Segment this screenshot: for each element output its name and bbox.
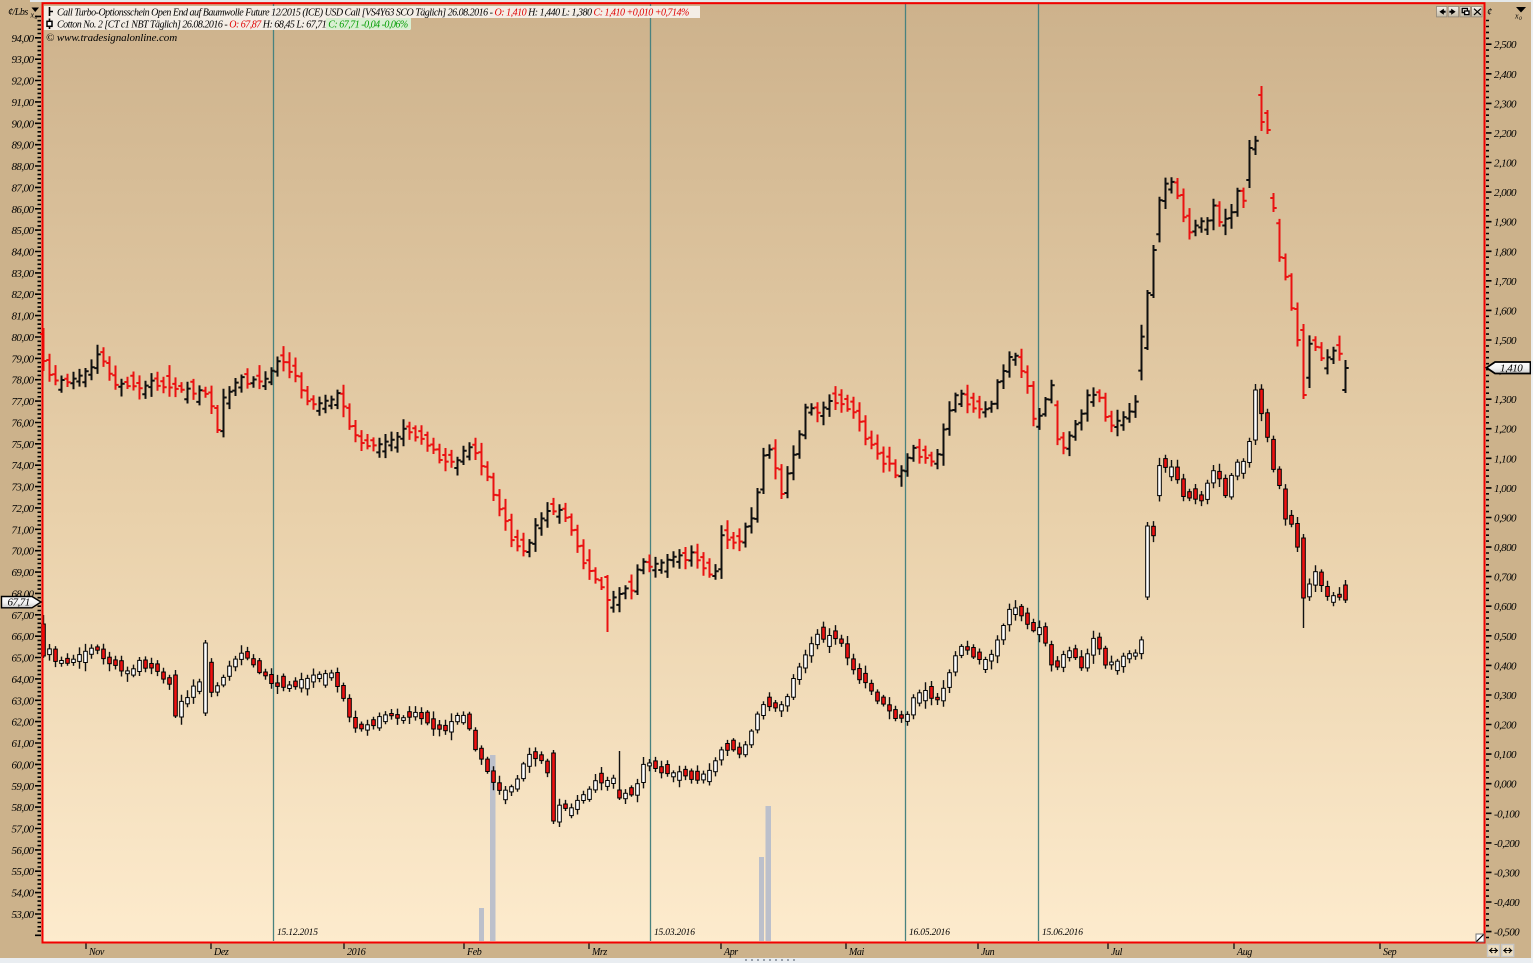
svg-text:15.06.2016: 15.06.2016	[1042, 928, 1083, 938]
svg-text:88,00: 88,00	[11, 161, 34, 173]
svg-text:87,00: 87,00	[11, 182, 34, 194]
svg-text:0,400: 0,400	[1494, 660, 1517, 672]
svg-text:Feb: Feb	[466, 947, 482, 958]
svg-text:60,00: 60,00	[11, 759, 34, 771]
svg-text:0,800: 0,800	[1494, 542, 1517, 554]
svg-text:Cotton No. 2 [CT c1 NBT Tägli: Cotton No. 2 [CT c1 NBT Täglich] 26.08.2…	[57, 20, 408, 31]
svg-text:2,100: 2,100	[1494, 158, 1517, 170]
svg-text:58,00: 58,00	[11, 802, 34, 814]
svg-text:89,00: 89,00	[11, 140, 34, 152]
svg-text:1,410: 1,410	[1500, 363, 1523, 375]
svg-text:81,00: 81,00	[11, 311, 34, 323]
svg-text:2,500: 2,500	[1494, 39, 1517, 51]
svg-text:75,00: 75,00	[11, 439, 34, 451]
svg-text:54,00: 54,00	[11, 888, 34, 900]
svg-text:56,00: 56,00	[11, 845, 34, 857]
svg-text:1,300: 1,300	[1494, 394, 1517, 406]
svg-text:85,00: 85,00	[11, 225, 34, 237]
svg-text:-0,500: -0,500	[1494, 927, 1520, 939]
svg-text:80,00: 80,00	[11, 332, 34, 344]
svg-text:92,00: 92,00	[11, 76, 34, 88]
svg-text:Aug: Aug	[1236, 947, 1252, 958]
svg-text:64,00: 64,00	[11, 674, 34, 686]
svg-text:63,00: 63,00	[11, 695, 34, 707]
svg-text:-0,100: -0,100	[1494, 808, 1520, 820]
svg-text:57,00: 57,00	[11, 824, 34, 836]
svg-text:Mrz: Mrz	[591, 947, 607, 958]
svg-text:0,900: 0,900	[1494, 513, 1517, 525]
svg-text:15.03.2016: 15.03.2016	[654, 928, 695, 938]
svg-text:1,700: 1,700	[1494, 276, 1517, 288]
svg-text:2,400: 2,400	[1494, 69, 1517, 81]
svg-text:0,600: 0,600	[1494, 601, 1517, 613]
svg-text:69,00: 69,00	[11, 567, 34, 579]
svg-text:62,00: 62,00	[11, 717, 34, 729]
svg-text:2,000: 2,000	[1494, 187, 1517, 199]
svg-text:76,00: 76,00	[11, 418, 34, 430]
svg-text:2,200: 2,200	[1494, 128, 1517, 140]
svg-text:2,300: 2,300	[1494, 98, 1517, 110]
svg-text:Call Turbo-Optionsschein Open: Call Turbo-Optionsschein Open End auf Ba…	[57, 8, 689, 19]
svg-text:0: 0	[1519, 16, 1522, 22]
svg-text:1,800: 1,800	[1494, 246, 1517, 258]
svg-text:16.05.2016: 16.05.2016	[909, 928, 950, 938]
svg-text:53,00: 53,00	[11, 909, 34, 921]
svg-text:71,00: 71,00	[11, 524, 34, 536]
svg-text:© www.tradesignalonline.com: © www.tradesignalonline.com	[46, 32, 177, 44]
svg-text:77,00: 77,00	[11, 396, 34, 408]
svg-text:82,00: 82,00	[11, 289, 34, 301]
svg-text:Nov: Nov	[88, 947, 105, 958]
svg-text:61,00: 61,00	[11, 738, 34, 750]
svg-text:90,00: 90,00	[11, 118, 34, 130]
svg-text:2016: 2016	[347, 947, 366, 958]
svg-text:Mai: Mai	[848, 947, 865, 958]
svg-text:15.12.2015: 15.12.2015	[277, 928, 318, 938]
svg-text:72,00: 72,00	[11, 503, 34, 515]
svg-text:0,700: 0,700	[1494, 572, 1517, 584]
svg-text:67,00: 67,00	[11, 610, 34, 622]
svg-text:1,200: 1,200	[1494, 424, 1517, 436]
svg-text:94,00: 94,00	[11, 33, 34, 45]
svg-text:79,00: 79,00	[11, 353, 34, 365]
svg-text:67,71: 67,71	[8, 597, 30, 609]
svg-text:Jun: Jun	[981, 947, 995, 958]
svg-text:Apr: Apr	[723, 947, 738, 958]
svg-text:-0,400: -0,400	[1494, 897, 1520, 909]
svg-text:55,00: 55,00	[11, 866, 34, 878]
svg-text:83,00: 83,00	[11, 268, 34, 280]
svg-text:0,500: 0,500	[1494, 631, 1517, 643]
svg-text:86,00: 86,00	[11, 204, 34, 216]
svg-text:-0,300: -0,300	[1494, 867, 1520, 879]
svg-text:78,00: 78,00	[11, 375, 34, 387]
svg-text:73,00: 73,00	[11, 482, 34, 494]
svg-text:1,100: 1,100	[1494, 453, 1517, 465]
svg-text:x: x	[30, 11, 35, 20]
svg-text:-0,200: -0,200	[1494, 838, 1520, 850]
svg-text:0,100: 0,100	[1494, 749, 1517, 761]
svg-text:66,00: 66,00	[11, 631, 34, 643]
svg-text:65,00: 65,00	[11, 653, 34, 665]
svg-text:84,00: 84,00	[11, 247, 34, 259]
svg-text:Jul: Jul	[1111, 947, 1123, 958]
svg-text:70,00: 70,00	[11, 546, 34, 558]
svg-text:91,00: 91,00	[11, 97, 34, 109]
svg-text:74,00: 74,00	[11, 460, 34, 472]
svg-text:1,000: 1,000	[1494, 483, 1517, 495]
svg-text:Sep: Sep	[1383, 947, 1397, 958]
svg-text:Dez: Dez	[213, 947, 229, 958]
svg-text:59,00: 59,00	[11, 781, 34, 793]
svg-text:0,300: 0,300	[1494, 690, 1517, 702]
svg-text:1,600: 1,600	[1494, 305, 1517, 317]
svg-text:93,00: 93,00	[11, 54, 34, 66]
svg-text:0: 0	[35, 15, 38, 21]
svg-text:¢/Lbs: ¢/Lbs	[8, 7, 28, 18]
svg-text:1,500: 1,500	[1494, 335, 1517, 347]
svg-text:0,200: 0,200	[1494, 720, 1517, 732]
svg-text:¢: ¢	[1487, 7, 1492, 18]
svg-text:0,000: 0,000	[1494, 779, 1517, 791]
svg-text:x: x	[1514, 12, 1519, 21]
svg-text:1,900: 1,900	[1494, 217, 1517, 229]
